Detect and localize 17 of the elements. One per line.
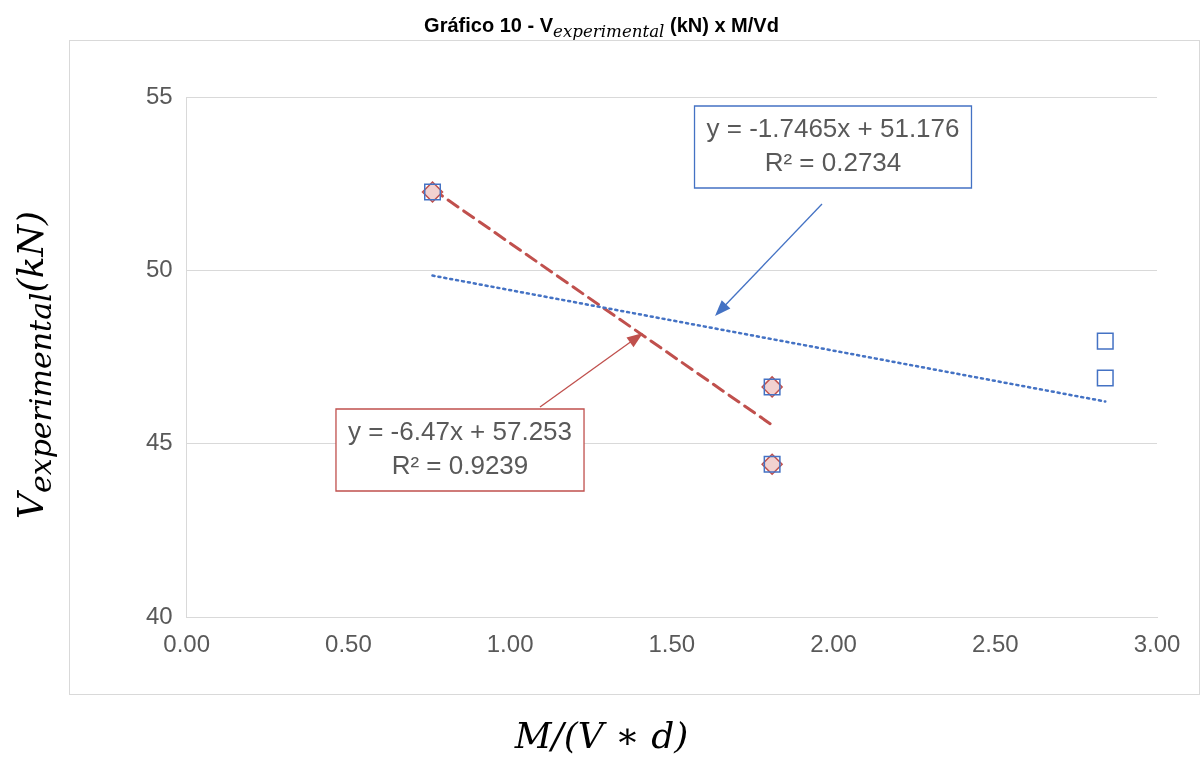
y-tick-label: 45 — [145, 428, 173, 456]
x-axis-title: M/(V ∗ d) — [513, 715, 690, 756]
x-tick-label: 2.00 — [810, 630, 857, 658]
x-tick-label: 0.00 — [163, 630, 211, 658]
y-tick-label: 50 — [145, 255, 173, 283]
x-tick-label: 1.00 — [486, 630, 534, 658]
x-tick-label: 3.00 — [1133, 630, 1181, 658]
annotation: y = -6.47x + 57.253 R² = 0.9239 — [347, 416, 573, 481]
point — [1096, 332, 1114, 350]
y-tick-label: 40 — [145, 601, 173, 629]
x-tick-label: 1.50 — [648, 630, 696, 658]
x-tick-label: 2.50 — [971, 630, 1019, 658]
y-tick-label: 55 — [145, 81, 173, 109]
point — [1096, 369, 1114, 387]
x-tick-label: 0.50 — [325, 630, 372, 658]
chart-title: Gráfico 10 - V$_{experimental}$ (kN) x M/Vd — [423, 14, 780, 41]
annotation: y = -1.7465x + 51.176 R² = 0.2734 — [706, 113, 960, 178]
